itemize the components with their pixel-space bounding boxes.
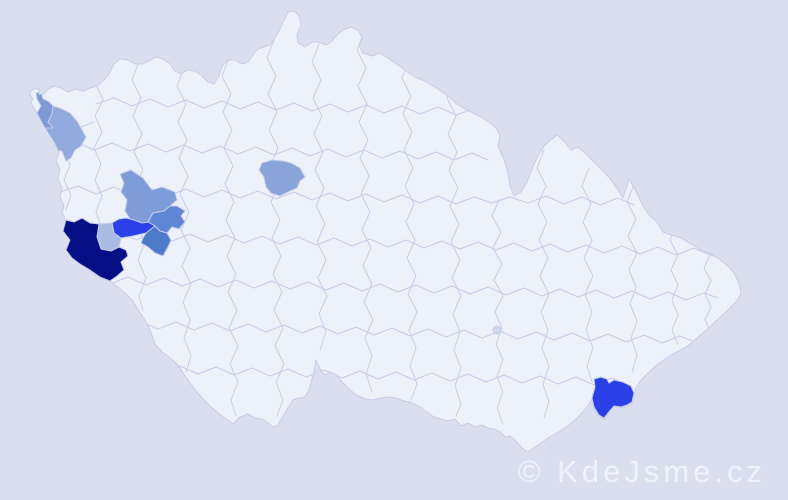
- kdejsme-watermark: © KdeJsme.cz: [517, 454, 766, 489]
- brno-city-dot: [492, 325, 502, 335]
- district-borders-mesh: [39, 31, 728, 425]
- district-praha[interactable]: [258, 159, 306, 197]
- district-plzen-jih[interactable]: [140, 225, 172, 257]
- district-klatovy-domazlice[interactable]: [62, 217, 129, 282]
- country-land[interactable]: [29, 10, 742, 453]
- district-hodonin[interactable]: [591, 376, 635, 419]
